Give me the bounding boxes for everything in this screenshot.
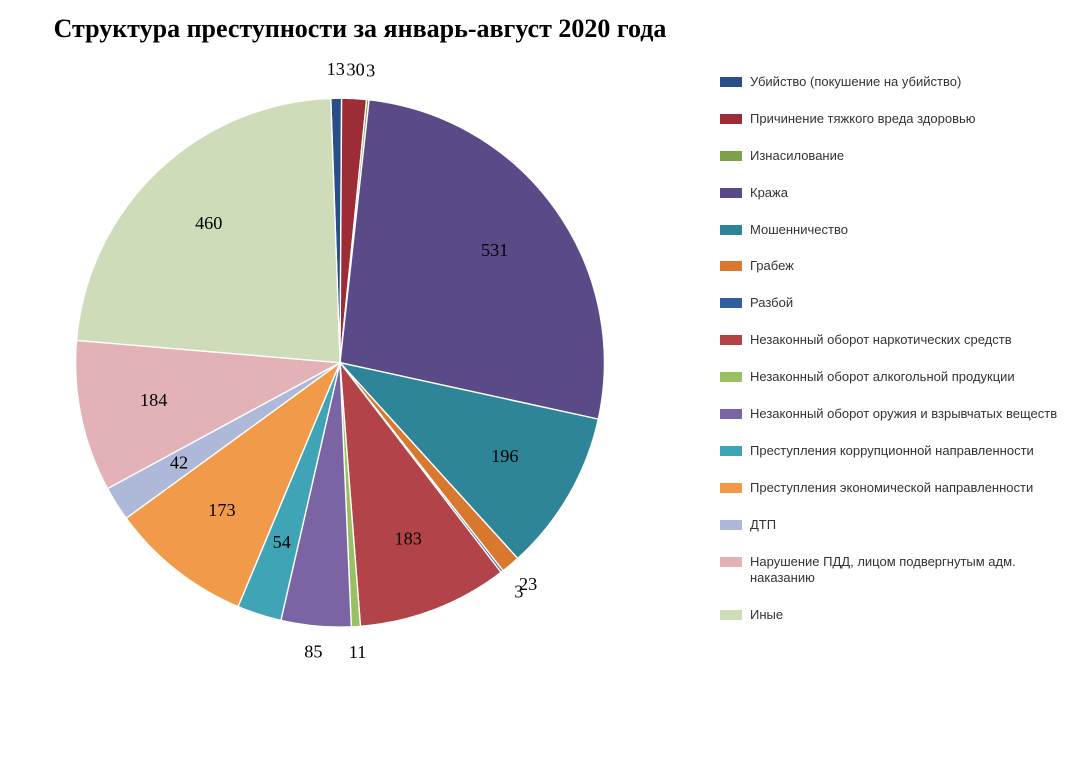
slice-value-label: 173 — [208, 500, 235, 520]
slice-value-label: 460 — [195, 213, 222, 233]
slice-value-label: 13 — [327, 59, 345, 79]
slice-value-label: 196 — [491, 446, 518, 466]
legend-swatch — [720, 114, 742, 124]
legend-item: ДТП — [720, 517, 1070, 534]
slice-value-label: 3 — [514, 581, 523, 601]
legend-swatch — [720, 409, 742, 419]
legend-item: Преступления коррупционной направленност… — [720, 443, 1070, 460]
legend-swatch — [720, 610, 742, 620]
legend-item: Грабеж — [720, 258, 1070, 275]
legend-swatch — [720, 557, 742, 567]
legend-swatch — [720, 483, 742, 493]
chart-title: Структура преступности за январь-август … — [0, 14, 720, 44]
legend-swatch — [720, 188, 742, 198]
legend-swatch — [720, 298, 742, 308]
legend-swatch — [720, 261, 742, 271]
slice-value-label: 11 — [349, 642, 367, 662]
legend-item: Мошенничество — [720, 222, 1070, 239]
legend-item: Нарушение ПДД, лицом подвергнутым адм. н… — [720, 554, 1070, 588]
legend-label: Незаконный оборот оружия и взрывчатых ве… — [750, 406, 1070, 423]
legend-item: Незаконный оборот алкогольной продукции — [720, 369, 1070, 386]
legend-item: Убийство (покушение на убийство) — [720, 74, 1070, 91]
legend-swatch — [720, 372, 742, 382]
slice-value-label: 3 — [366, 61, 375, 81]
legend-label: Иные — [750, 607, 1070, 624]
legend: Убийство (покушение на убийство) Причинен… — [720, 74, 1070, 644]
legend-label: Причинение тяжкого вреда здоровью — [750, 111, 1070, 128]
legend-label: Убийство (покушение на убийство) — [750, 74, 1070, 91]
legend-label: Разбой — [750, 295, 1070, 312]
legend-label: Мошенничество — [750, 222, 1070, 239]
legend-swatch — [720, 77, 742, 87]
legend-item: Изнасилование — [720, 148, 1070, 165]
legend-swatch — [720, 446, 742, 456]
legend-item: Незаконный оборот наркотических средств — [720, 332, 1070, 349]
slice-value-label: 30 — [346, 59, 364, 79]
legend-label: ДТП — [750, 517, 1070, 534]
pie-chart: 1330353119623318311855417342184460 — [30, 80, 650, 700]
legend-swatch — [720, 520, 742, 530]
legend-label: Изнасилование — [750, 148, 1070, 165]
legend-item: Преступления экономической направленност… — [720, 480, 1070, 497]
legend-label: Незаконный оборот алкогольной продукции — [750, 369, 1070, 386]
slice-value-label: 54 — [273, 532, 291, 552]
legend-label: Преступления коррупционной направленност… — [750, 443, 1070, 460]
legend-item: Незаконный оборот оружия и взрывчатых ве… — [720, 406, 1070, 423]
slice-value-label: 184 — [140, 390, 167, 410]
legend-item: Разбой — [720, 295, 1070, 312]
legend-swatch — [720, 335, 742, 345]
pie-svg: 1330353119623318311855417342184460 — [30, 80, 650, 700]
legend-label: Грабеж — [750, 258, 1070, 275]
legend-swatch — [720, 225, 742, 235]
legend-label: Кража — [750, 185, 1070, 202]
legend-label: Нарушение ПДД, лицом подвергнутым адм. н… — [750, 554, 1070, 588]
legend-item: Причинение тяжкого вреда здоровью — [720, 111, 1070, 128]
legend-item: Кража — [720, 185, 1070, 202]
slice-value-label: 42 — [170, 452, 188, 472]
slice-value-label: 85 — [304, 641, 322, 661]
legend-item: Иные — [720, 607, 1070, 624]
legend-label: Незаконный оборот наркотических средств — [750, 332, 1070, 349]
slice-value-label: 183 — [395, 529, 422, 549]
legend-swatch — [720, 151, 742, 161]
legend-label: Преступления экономической направленност… — [750, 480, 1070, 497]
slice-value-label: 531 — [481, 240, 508, 260]
